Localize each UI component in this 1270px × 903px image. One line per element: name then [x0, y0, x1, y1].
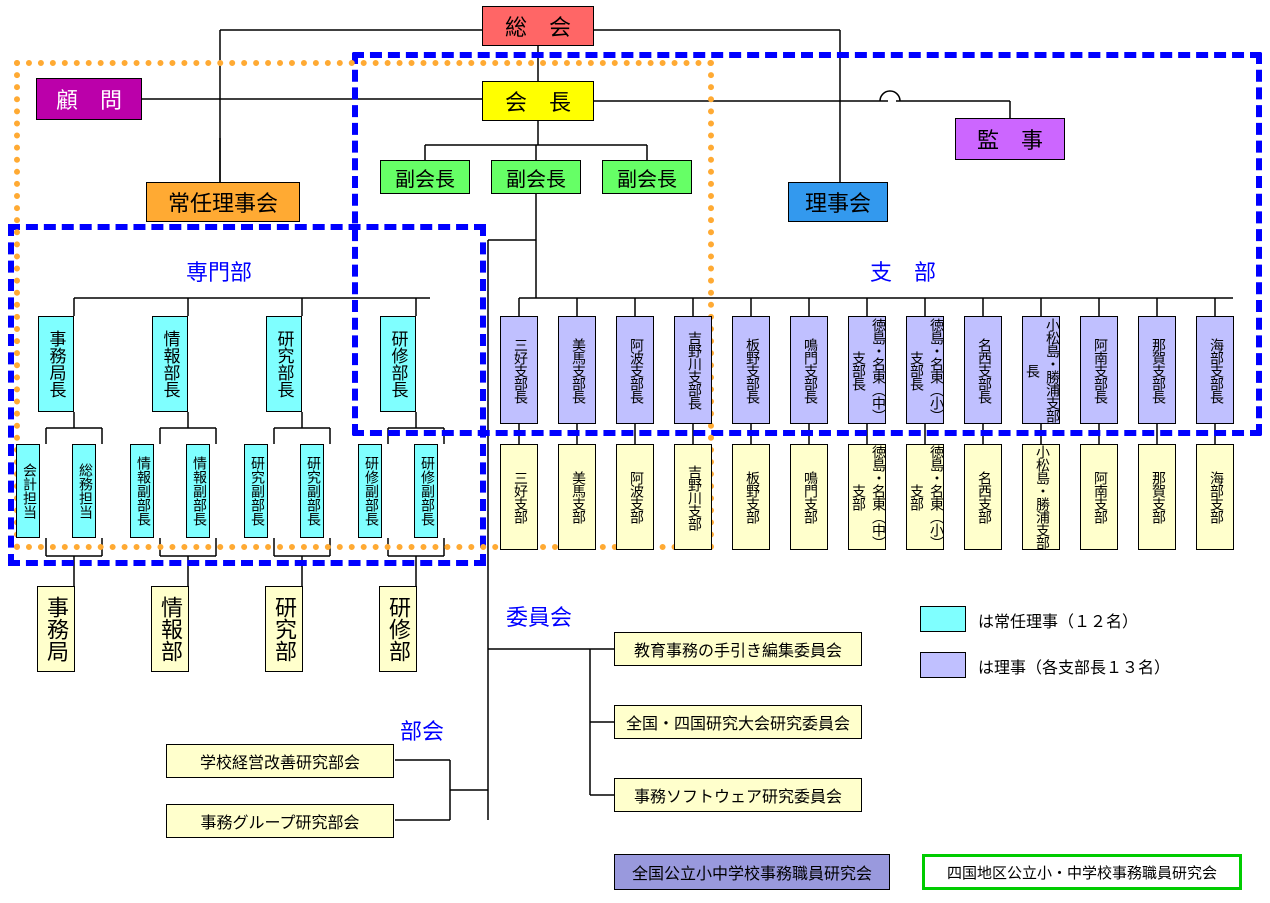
senmon-sub-2-1: 研究副部長	[300, 444, 324, 538]
senmon-sub-0-1: 総務担当	[72, 444, 96, 538]
legend-cyan-label: は常任理事（１２名）	[978, 608, 1138, 632]
branch-bottom-0: 三好支部	[500, 444, 538, 550]
branch-head-1: 美馬支部長	[558, 316, 596, 424]
branch-head-3: 吉野川支部長	[674, 316, 712, 424]
branch-bottom-8: 名西支部	[964, 444, 1002, 550]
branch-head-11: 那賀支部長	[1138, 316, 1176, 424]
senmon-head-0: 事務局長	[38, 316, 74, 412]
node-sokai: 総 会	[482, 6, 594, 46]
senmon-head-1: 情報部長	[152, 316, 188, 412]
iinkai-item-0: 教育事務の手引き編集委員会	[614, 632, 862, 666]
legend-swatch-cyan	[920, 606, 966, 632]
affil-2: 四国地区公立小・中学校事務職員研究会	[922, 854, 1242, 890]
label-senmonbu: 専門部	[186, 255, 252, 287]
node-kaicho: 会 長	[482, 81, 594, 121]
node-fuku2: 副会長	[491, 160, 581, 194]
branch-head-10: 阿南支部長	[1080, 316, 1118, 424]
senmon-sub-3-1: 研修副部長	[414, 444, 438, 538]
branch-bottom-7: 徳島・名東（小）支部	[906, 444, 944, 550]
senmon-bottom-1: 情報部	[151, 586, 189, 672]
branch-head-0: 三好支部長	[500, 316, 538, 424]
affil-1: 全国公立小中学校事務職員研究会	[614, 854, 890, 890]
branch-bottom-11: 那賀支部	[1138, 444, 1176, 550]
node-fuku3: 副会長	[602, 160, 692, 194]
senmon-sub-1-1: 情報副部長	[186, 444, 210, 538]
node-rijikai: 理事会	[788, 182, 888, 222]
iinkai-item-1: 全国・四国研究大会研究委員会	[614, 705, 862, 739]
senmon-sub-0-0: 会計担当	[16, 444, 40, 538]
senmon-bottom-3: 研修部	[379, 586, 417, 672]
node-komon: 顧 問	[36, 78, 142, 120]
senmon-sub-1-0: 情報副部長	[130, 444, 154, 538]
iinkai-item-2: 事務ソフトウェア研究委員会	[614, 778, 862, 812]
branch-bottom-12: 海部支部	[1196, 444, 1234, 550]
branch-bottom-2: 阿波支部	[616, 444, 654, 550]
branch-head-8: 名西支部長	[964, 316, 1002, 424]
senmon-head-2: 研究部長	[266, 316, 302, 412]
branch-bottom-4: 板野支部	[732, 444, 770, 550]
senmon-bottom-0: 事務局	[37, 586, 75, 672]
senmon-sub-2-0: 研究副部長	[244, 444, 268, 538]
branch-bottom-10: 阿南支部	[1080, 444, 1118, 550]
label-bukai: 部会	[400, 714, 444, 746]
label-shibu: 支 部	[870, 255, 936, 287]
node-kanji: 監 事	[955, 118, 1065, 160]
branch-bottom-1: 美馬支部	[558, 444, 596, 550]
branch-head-6: 徳島・名東（中）支部長	[848, 316, 886, 424]
branch-head-12: 海部支部長	[1196, 316, 1234, 424]
branch-head-5: 鳴門支部長	[790, 316, 828, 424]
legend-lavender-label: は理事（各支部長１３名）	[978, 654, 1170, 678]
bukai-item-1: 事務グループ研究部会	[166, 804, 394, 838]
bukai-item-0: 学校経営改善研究部会	[166, 744, 394, 778]
branch-bottom-5: 鳴門支部	[790, 444, 828, 550]
senmon-bottom-2: 研究部	[265, 586, 303, 672]
node-jonin-rijikai: 常任理事会	[146, 182, 300, 222]
label-iinkai: 委員会	[506, 600, 572, 632]
branch-bottom-9: 小松島・勝浦支部	[1022, 444, 1060, 550]
node-fuku1: 副会長	[380, 160, 470, 194]
branch-head-2: 阿波支部長	[616, 316, 654, 424]
senmon-head-3: 研修部長	[380, 316, 416, 412]
legend-swatch-lavender	[920, 652, 966, 678]
senmon-sub-3-0: 研修副部長	[358, 444, 382, 538]
branch-bottom-3: 吉野川支部	[674, 444, 712, 550]
branch-head-7: 徳島・名東（小）支部長	[906, 316, 944, 424]
branch-head-9: 小松島・勝浦支部長	[1022, 316, 1060, 424]
branch-head-4: 板野支部長	[732, 316, 770, 424]
branch-bottom-6: 徳島・名東（中）支部	[848, 444, 886, 550]
